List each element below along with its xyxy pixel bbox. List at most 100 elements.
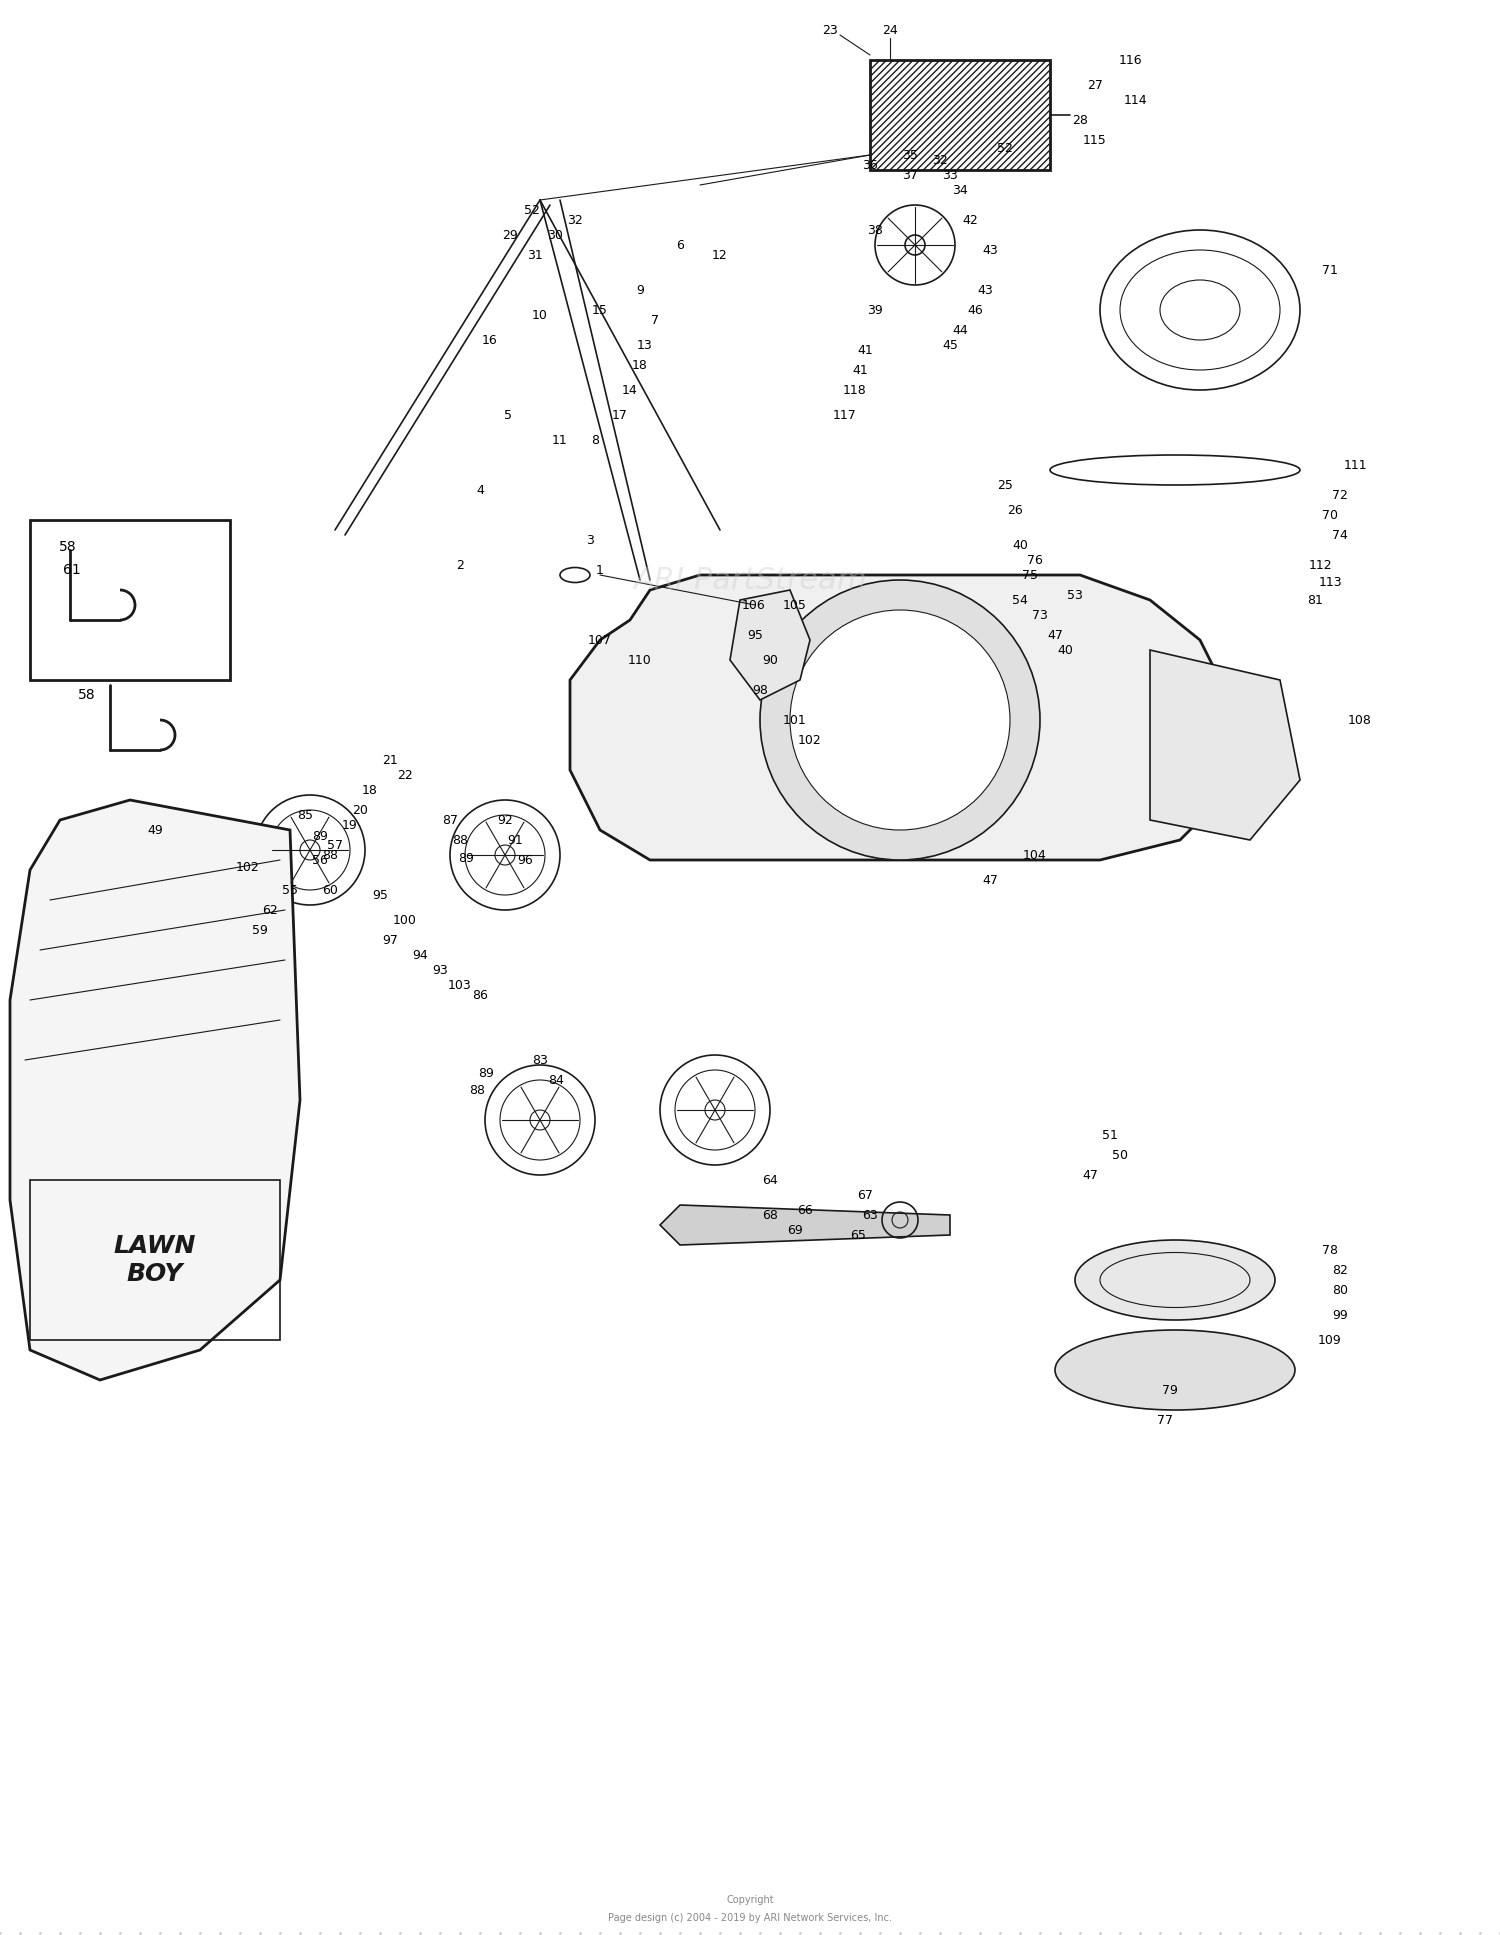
Text: 94: 94 [413,948,428,962]
Text: 60: 60 [322,884,338,896]
Text: 46: 46 [968,304,982,317]
Text: 100: 100 [393,913,417,927]
Text: 77: 77 [1156,1413,1173,1426]
Text: 18: 18 [632,358,648,372]
Text: 52: 52 [998,141,1012,155]
Ellipse shape [1076,1240,1275,1320]
Text: 11: 11 [552,433,568,447]
Text: 53: 53 [1066,588,1083,602]
Bar [870,60,1050,170]
Text: 114: 114 [1124,93,1148,106]
Text: 104: 104 [1023,849,1047,861]
Text: 36: 36 [862,159,877,172]
Text: 14: 14 [622,383,638,397]
Ellipse shape [1054,1329,1294,1411]
Text: 83: 83 [532,1053,548,1066]
Text: 72: 72 [1332,488,1348,501]
Text: 101: 101 [783,714,807,726]
Text: 37: 37 [902,168,918,182]
Text: 87: 87 [442,813,458,826]
Text: 45: 45 [942,339,958,352]
Text: 67: 67 [856,1188,873,1202]
Text: 56: 56 [312,853,328,867]
Text: 26: 26 [1007,503,1023,517]
Text: 115: 115 [1083,134,1107,147]
Text: 34: 34 [952,184,968,197]
Text: 82: 82 [1332,1264,1348,1277]
Text: 98: 98 [752,683,768,697]
Text: 47: 47 [1047,629,1064,642]
Text: 38: 38 [867,224,883,236]
Text: 49: 49 [147,824,164,836]
Bar [30,521,230,679]
Text: 81: 81 [1306,594,1323,606]
Text: 47: 47 [982,873,998,886]
Text: 47: 47 [1082,1169,1098,1182]
Text: 88: 88 [322,849,338,861]
Text: 69: 69 [788,1223,802,1236]
Text: 2: 2 [456,559,464,571]
Text: 79: 79 [1162,1384,1178,1397]
Text: 52: 52 [524,203,540,217]
Text: 102: 102 [798,733,822,747]
Text: 33: 33 [942,168,958,182]
Text: 93: 93 [432,964,448,977]
Text: 8: 8 [591,433,598,447]
Text: 111: 111 [1342,459,1366,472]
Bar [870,60,1050,170]
Text: 15: 15 [592,304,608,317]
Text: Page design (c) 2004 - 2019 by ARI Network Services, Inc.: Page design (c) 2004 - 2019 by ARI Netwo… [608,1914,892,1923]
Text: 32: 32 [567,213,584,226]
Text: 89: 89 [458,851,474,865]
Polygon shape [570,575,1230,859]
Text: 116: 116 [1118,54,1142,66]
Text: 95: 95 [747,629,764,642]
Ellipse shape [790,610,1010,830]
Text: 118: 118 [843,383,867,397]
Text: 21: 21 [382,753,398,766]
Text: 40: 40 [1013,538,1028,551]
Text: 95: 95 [372,888,388,902]
Text: 27: 27 [1088,79,1102,91]
Text: 44: 44 [952,323,968,337]
Text: 28: 28 [1072,114,1088,126]
Text: 80: 80 [1332,1283,1348,1296]
Text: LAWN
BOY: LAWN BOY [114,1235,196,1287]
Text: 42: 42 [962,213,978,226]
Text: 30: 30 [548,228,562,242]
Text: 39: 39 [867,304,883,317]
Text: ARI PartStream: ARI PartStream [633,565,867,594]
Text: 73: 73 [1032,608,1048,621]
Text: 84: 84 [548,1074,564,1086]
Text: 9: 9 [636,284,644,296]
Text: 64: 64 [762,1173,778,1186]
Text: 7: 7 [651,313,658,327]
Text: 16: 16 [482,333,498,346]
Text: Copyright: Copyright [726,1894,774,1904]
Text: 50: 50 [1112,1149,1128,1161]
Polygon shape [10,799,300,1380]
Text: 109: 109 [1318,1333,1342,1347]
Text: 90: 90 [762,654,778,666]
Text: 113: 113 [1318,575,1342,588]
Polygon shape [660,1206,950,1244]
Text: 43: 43 [982,244,998,257]
Text: 31: 31 [526,248,543,261]
Text: 51: 51 [1102,1128,1118,1142]
Text: 59: 59 [252,923,268,937]
Text: 88: 88 [470,1084,484,1097]
Text: 62: 62 [262,904,278,917]
Text: 1: 1 [596,563,604,577]
Text: 85: 85 [297,809,314,822]
Text: 103: 103 [448,979,472,991]
Text: 89: 89 [478,1066,494,1080]
Text: 70: 70 [1322,509,1338,522]
Text: 108: 108 [1348,714,1372,726]
Bar [30,1180,280,1341]
Text: 102: 102 [236,861,260,873]
Text: 4: 4 [476,484,484,497]
Text: 92: 92 [496,813,513,826]
Text: 29: 29 [503,228,518,242]
Text: 41: 41 [852,364,868,377]
Text: 112: 112 [1308,559,1332,571]
